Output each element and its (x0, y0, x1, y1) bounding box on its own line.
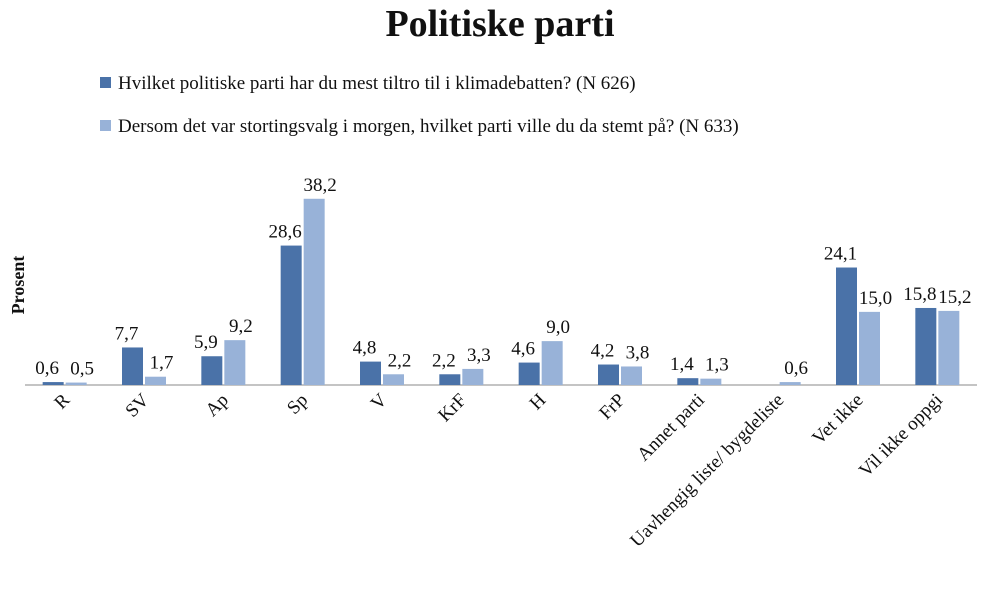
bar (280, 245, 302, 385)
bar (915, 307, 937, 385)
data-label: 7,7 (115, 323, 139, 344)
data-label: 0,6 (35, 358, 59, 379)
data-label: 3,8 (626, 342, 650, 363)
data-label: 3,3 (467, 345, 491, 366)
y-axis-label: Prosent (8, 256, 28, 315)
data-label: 1,3 (705, 355, 729, 376)
bar (42, 382, 64, 385)
bar (541, 341, 563, 385)
legend-label: Dersom det var stortingsvalg i morgen, h… (118, 116, 739, 137)
x-tick-label: Ap (202, 390, 233, 421)
data-label: 4,2 (591, 341, 615, 362)
x-tick-label: Vil ikke oppgi (855, 390, 947, 482)
bar (360, 361, 381, 385)
bar (65, 382, 87, 385)
data-label: 15,0 (859, 288, 892, 309)
bar (439, 374, 461, 385)
bar (518, 362, 540, 385)
x-tick-label: Annet parti (633, 390, 709, 466)
data-label: 4,8 (353, 338, 377, 359)
data-label: 28,6 (269, 222, 302, 243)
data-label: 2,2 (388, 350, 412, 371)
x-tick-label: Sp (283, 390, 312, 419)
legend-label: Hvilket politiske parti har du mest tilt… (118, 73, 636, 94)
bar (621, 366, 642, 385)
data-label: 2,2 (432, 350, 456, 371)
bar (122, 347, 143, 385)
bar (598, 364, 619, 385)
legend-swatch (100, 77, 111, 88)
bar (462, 368, 484, 385)
data-label: 0,6 (784, 358, 808, 379)
x-tick-label: KrF (434, 390, 471, 427)
data-label: 15,8 (903, 284, 936, 305)
x-tick-label: Vet ikke (808, 390, 867, 449)
data-label: 38,2 (304, 175, 337, 196)
bar (224, 340, 246, 385)
bar (859, 311, 880, 385)
bar (677, 378, 699, 385)
data-label: 5,9 (194, 332, 218, 353)
data-label: 24,1 (824, 244, 857, 265)
data-label: 15,2 (938, 287, 971, 308)
data-label: 9,0 (546, 317, 570, 338)
bar (383, 374, 404, 385)
data-label: 4,6 (511, 339, 535, 360)
bar (836, 267, 857, 385)
bar (779, 382, 801, 385)
bar (303, 198, 325, 385)
x-tick-label: Uavhengig liste/ bygdeliste (626, 390, 788, 552)
data-label: 1,7 (150, 353, 174, 374)
data-label: 9,2 (229, 316, 253, 337)
legend-swatch (100, 120, 111, 131)
x-tick-label: V (367, 389, 392, 414)
x-tick-label: SV (122, 389, 154, 421)
bar (700, 378, 722, 385)
bar (145, 376, 166, 385)
bar (201, 356, 223, 385)
data-label: 0,5 (70, 359, 94, 380)
x-tick-label: FrP (595, 390, 629, 424)
bar (938, 310, 960, 385)
x-tick-label: R (50, 389, 74, 413)
x-tick-label: H (526, 389, 551, 414)
chart-title: Politiske parti (385, 3, 614, 45)
data-label: 1,4 (670, 354, 694, 375)
